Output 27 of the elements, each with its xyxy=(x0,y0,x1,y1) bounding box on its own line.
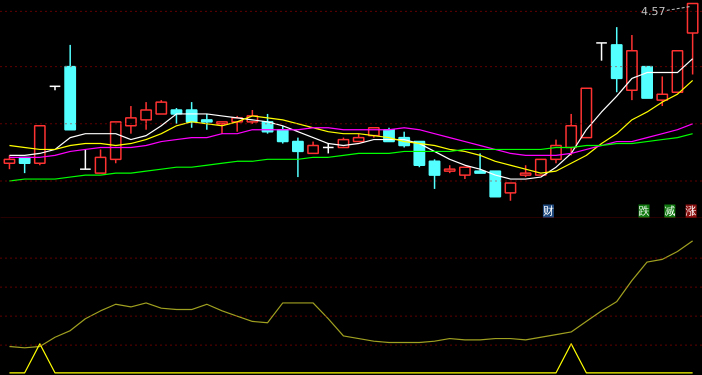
candlestick xyxy=(474,152,486,174)
candlestick xyxy=(170,107,182,125)
candlestick xyxy=(656,76,668,107)
candlestick xyxy=(534,158,547,176)
candlestick xyxy=(428,158,440,190)
candlestick xyxy=(94,148,106,174)
annotation: 4.57 xyxy=(641,4,666,18)
text: 涨 xyxy=(686,204,697,218)
candlestick xyxy=(186,101,198,128)
candlestick xyxy=(4,154,16,170)
candlestick xyxy=(200,113,213,130)
candlestick xyxy=(216,121,228,134)
candlestick xyxy=(292,136,304,178)
candlestick xyxy=(565,113,578,156)
text: 跌 xyxy=(638,204,650,218)
candlestick xyxy=(125,105,137,134)
candlestick xyxy=(458,166,471,180)
candlestick xyxy=(79,148,92,170)
candlestick xyxy=(140,101,152,130)
candlestick xyxy=(322,142,334,154)
text: 减 xyxy=(664,204,676,218)
candlestick xyxy=(504,182,516,202)
candlestick xyxy=(155,99,168,115)
candlestick xyxy=(520,164,532,178)
candlestick xyxy=(595,42,608,62)
text: 财 xyxy=(542,204,554,218)
candlestick xyxy=(307,140,319,154)
